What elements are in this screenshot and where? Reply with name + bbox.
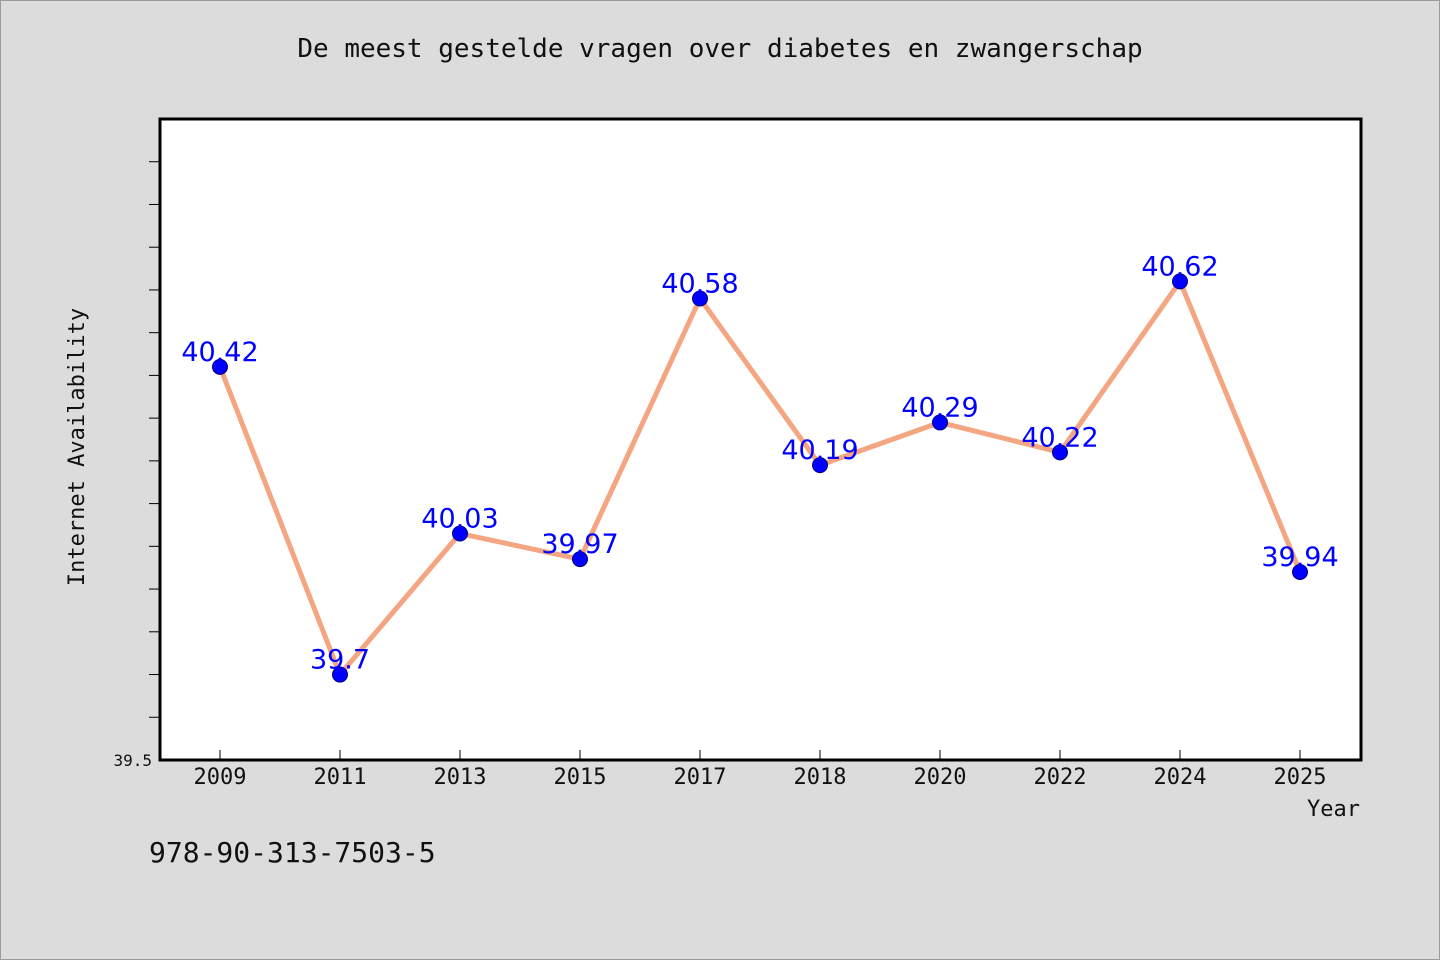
data-label: 40.19 <box>781 435 858 466</box>
data-label: 39.94 <box>1261 542 1338 573</box>
x-tick-label: 2015 <box>554 765 607 790</box>
data-label: 40.22 <box>1021 422 1098 453</box>
x-tick-label: 2024 <box>1154 765 1207 790</box>
series-points-group <box>212 273 1308 683</box>
x-axis-ticks: 2009 2011 2013 2015 2017 2018 2020 2022 2024 2025 <box>194 750 1327 790</box>
x-tick-label: 2017 <box>674 765 727 790</box>
data-label: 40.58 <box>661 268 738 299</box>
data-labels-group: 40.42 39.7 40.03 39.97 40.58 40.19 40.29 40.22 4… <box>181 251 1338 675</box>
x-tick-label: 2020 <box>914 765 967 790</box>
x-tick-label: 2025 <box>1274 765 1327 790</box>
data-label: 40.42 <box>181 337 258 368</box>
series-line-group <box>217 278 1303 678</box>
x-axis-label: Year <box>1307 797 1360 822</box>
data-point <box>692 290 708 307</box>
data-label: 39.7 <box>310 645 370 676</box>
data-point <box>332 666 348 683</box>
data-point <box>1172 273 1188 290</box>
data-point <box>572 551 588 568</box>
x-tick-label: 2022 <box>1034 765 1087 790</box>
chart-title: De meest gestelde vragen over diabetes e… <box>297 34 1143 64</box>
series-line <box>217 278 1303 678</box>
y-axis-ticks: 39.5 <box>113 161 160 770</box>
y-axis-label: Internet Availability <box>65 308 90 586</box>
isbn-text: 978-90-313-7503-5 <box>149 836 436 869</box>
data-point <box>932 414 948 431</box>
x-tick-label: 2018 <box>794 765 847 790</box>
data-point <box>812 457 828 474</box>
y-tick-label: 39.5 <box>113 751 152 770</box>
x-tick-label: 2009 <box>194 765 247 790</box>
data-point <box>1292 563 1308 580</box>
data-label: 40.29 <box>901 392 978 423</box>
data-label: 40.03 <box>421 504 498 535</box>
data-point <box>1052 444 1068 461</box>
data-point <box>452 525 468 542</box>
x-tick-label: 2011 <box>314 765 367 790</box>
x-tick-label: 2013 <box>434 765 487 790</box>
data-label: 40.62 <box>1141 251 1218 282</box>
data-point <box>212 358 228 375</box>
data-label: 39.97 <box>541 529 618 560</box>
